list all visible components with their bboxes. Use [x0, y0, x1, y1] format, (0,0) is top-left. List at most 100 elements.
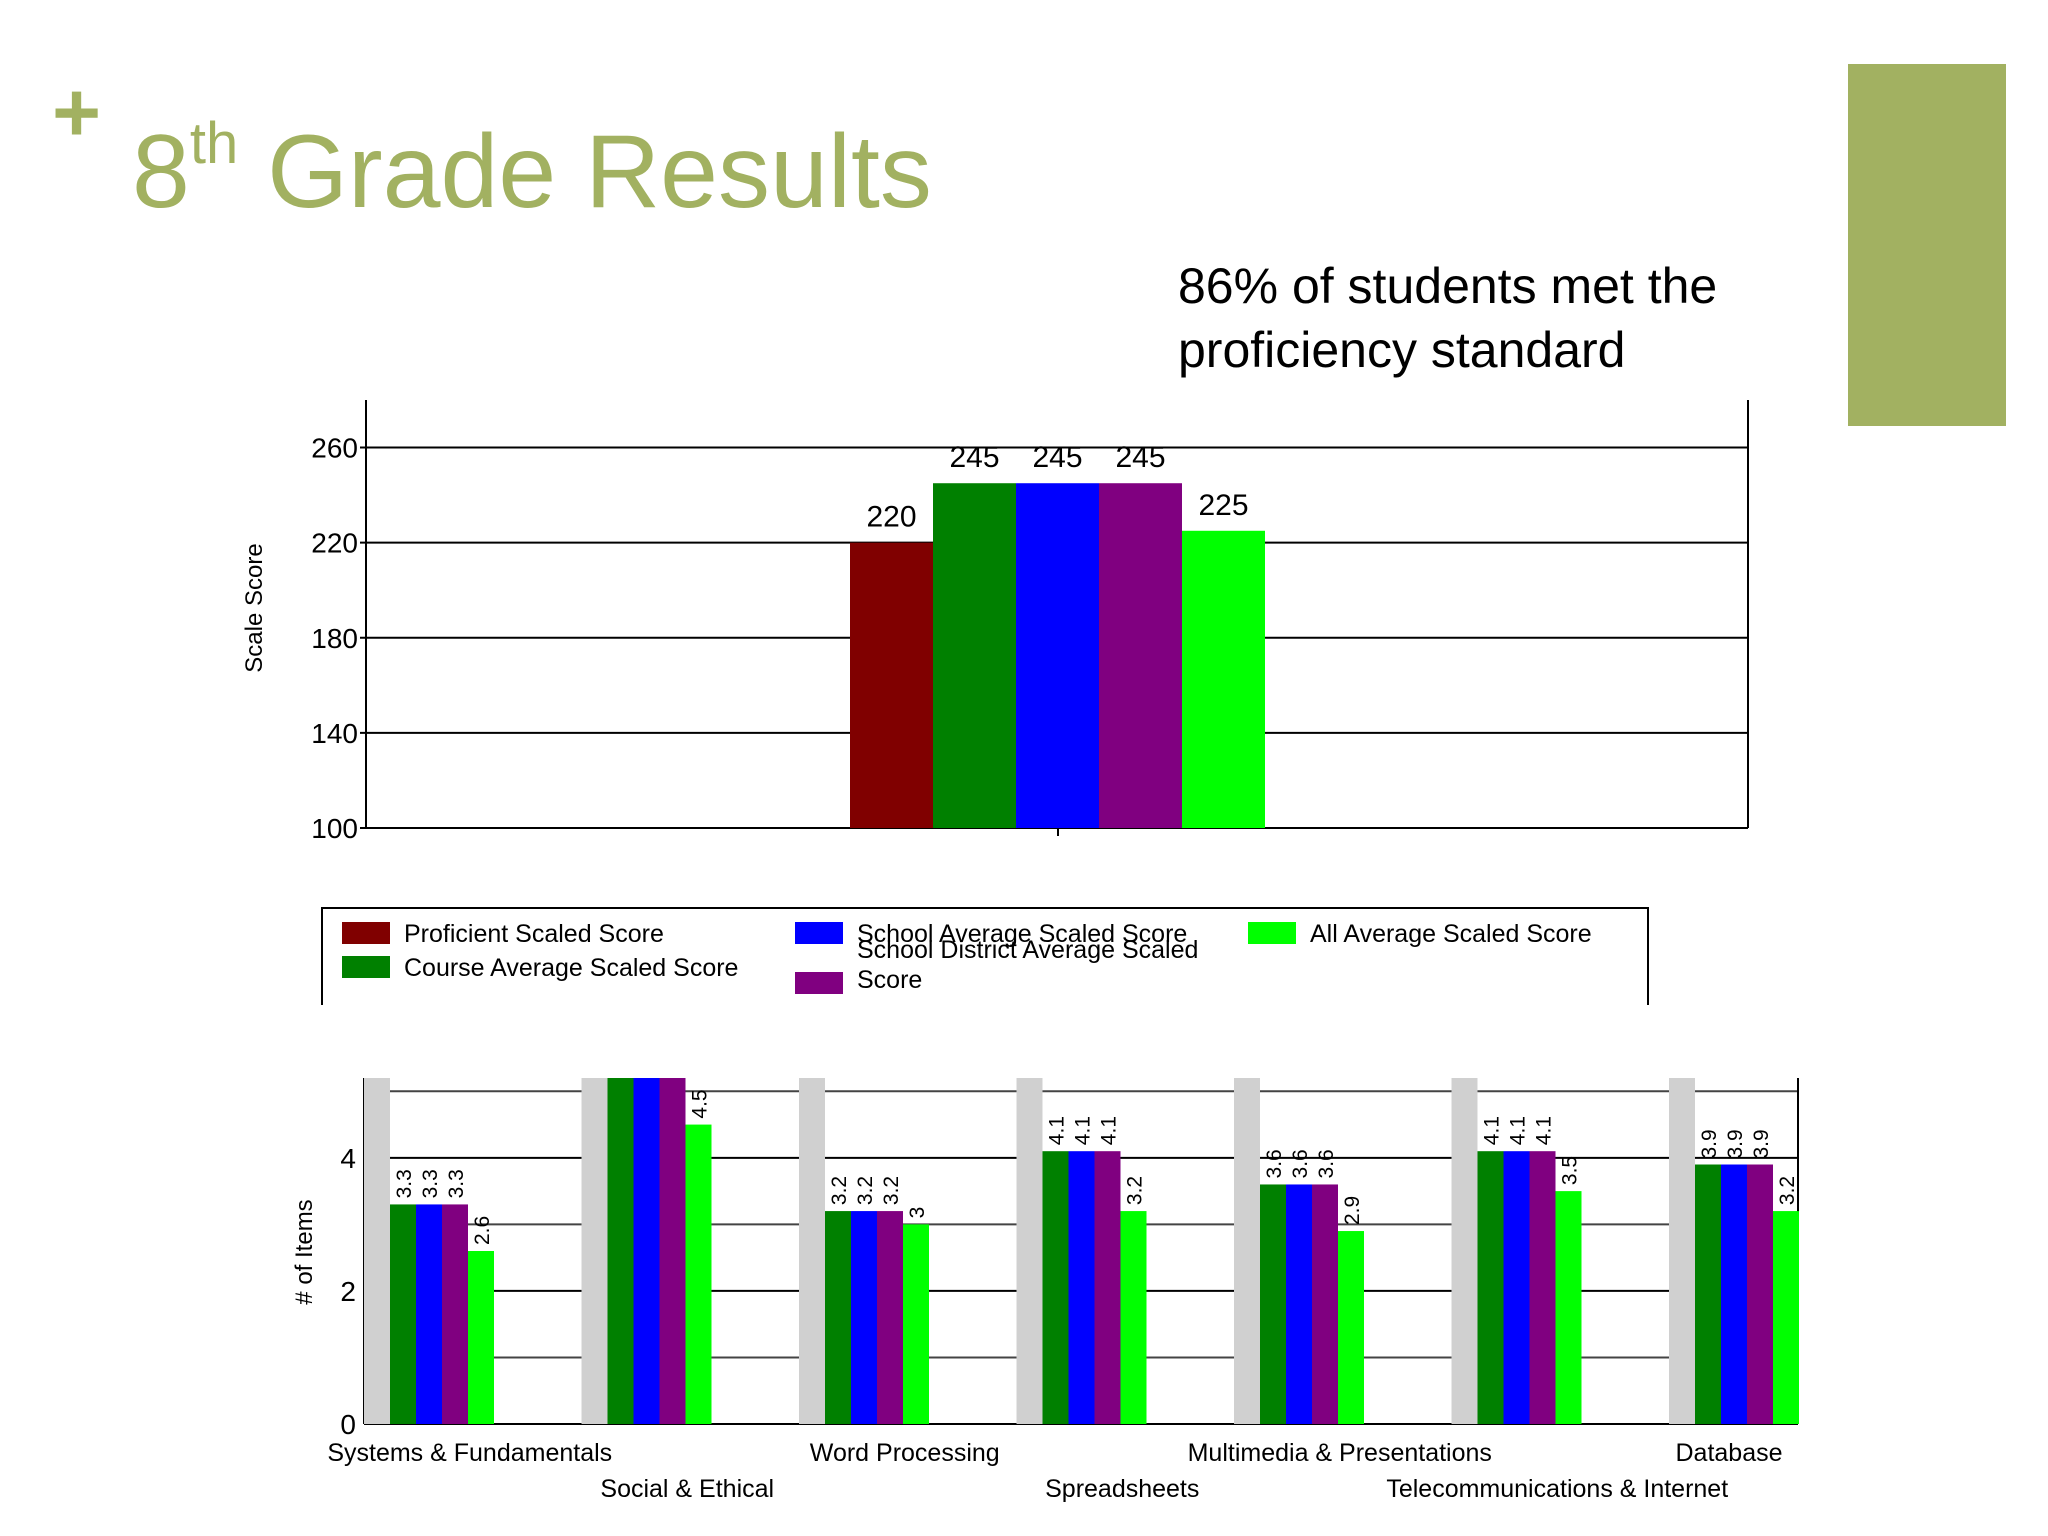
- bar: [1721, 1164, 1747, 1424]
- bar: [1312, 1184, 1338, 1424]
- y-tick-label: 2: [340, 1276, 356, 1307]
- category-label: Multimedia & Presentations: [1188, 1439, 1492, 1467]
- legend-swatch: [342, 922, 390, 944]
- bar: [1260, 1184, 1286, 1424]
- legend-swatch: [342, 956, 390, 978]
- category-label: Telecommunications & Internet: [1386, 1475, 1728, 1503]
- data-label: 245: [949, 441, 999, 474]
- data-label: 3.6: [1289, 1149, 1312, 1178]
- data-label: 4.1: [1072, 1116, 1095, 1145]
- bar: [468, 1251, 494, 1424]
- y-axis-label: # of Items: [291, 1199, 318, 1304]
- data-label: 2.9: [1341, 1196, 1364, 1225]
- data-label: 4.1: [1507, 1116, 1530, 1145]
- bar: [633, 1078, 660, 1424]
- data-label: 4.5: [689, 1089, 712, 1118]
- category-separator: [799, 1078, 825, 1424]
- category-separator: [364, 1078, 390, 1424]
- bar: [416, 1204, 442, 1424]
- y-axis-label: Scale Score: [241, 543, 268, 672]
- data-label: 3.9: [1698, 1129, 1721, 1158]
- bar: [877, 1211, 903, 1424]
- data-label: 220: [866, 501, 916, 534]
- legend-label: All Average Scaled Score: [1310, 920, 1592, 948]
- legend-label: Proficient Scaled Score: [404, 920, 664, 948]
- bar: [1068, 1151, 1095, 1424]
- bar: [933, 483, 1016, 828]
- data-label: 245: [1115, 441, 1165, 474]
- category-label: Spreadsheets: [1045, 1475, 1199, 1503]
- y-tick-label: 260: [311, 433, 358, 464]
- bar: [1099, 483, 1182, 828]
- category-separator: [1234, 1078, 1260, 1424]
- slide-title: 8th Grade Results: [132, 115, 932, 225]
- bar: [1338, 1231, 1364, 1424]
- proficiency-note: 86% of students met the proficiency stan…: [1178, 258, 1718, 378]
- category-label: Word Processing: [810, 1439, 1000, 1467]
- bar: [825, 1211, 851, 1424]
- data-label: 3.9: [1750, 1129, 1773, 1158]
- data-label: 3.3: [445, 1169, 468, 1198]
- y-tick-label: 140: [311, 718, 358, 749]
- data-label: 3.3: [419, 1169, 442, 1198]
- bar: [659, 1078, 686, 1424]
- bar: [850, 542, 933, 828]
- legend-label: School Average Scaled Score: [857, 920, 1187, 948]
- bar: [1773, 1211, 1799, 1424]
- category-label: Database: [1675, 1439, 1782, 1467]
- data-label: 225: [1198, 489, 1248, 522]
- y-tick-label: 220: [311, 528, 358, 559]
- bar: [1016, 483, 1099, 828]
- data-label: 3.6: [1263, 1149, 1286, 1178]
- bar: [1120, 1211, 1147, 1424]
- bar: [1529, 1151, 1556, 1424]
- bar: [607, 1078, 634, 1424]
- data-label: 3.9: [1724, 1129, 1747, 1158]
- data-label: 2.6: [471, 1216, 494, 1245]
- data-label: 245: [1032, 441, 1082, 474]
- bar: [1042, 1151, 1069, 1424]
- bar: [903, 1224, 929, 1424]
- bar: [851, 1211, 877, 1424]
- bar: [442, 1204, 468, 1424]
- bar: [1094, 1151, 1121, 1424]
- legend-swatch: [1248, 922, 1296, 944]
- category-separator: [1016, 1078, 1043, 1424]
- title-text: Grade Results: [267, 114, 932, 230]
- category-separator: [581, 1078, 608, 1424]
- data-label: 4.1: [1481, 1116, 1504, 1145]
- category-separator: [1451, 1078, 1478, 1424]
- bar: [1747, 1164, 1773, 1424]
- bar: [1695, 1164, 1721, 1424]
- data-label: 3.5: [1559, 1156, 1582, 1185]
- bar: [1555, 1191, 1582, 1424]
- legend-label: Course Average Scaled Score: [404, 954, 738, 982]
- data-label: 3.2: [1776, 1176, 1799, 1205]
- bar: [1286, 1184, 1312, 1424]
- legend-box-mask: [321, 1005, 1650, 1025]
- title-superscript: th: [189, 111, 239, 176]
- legend-swatch: [795, 922, 843, 944]
- bar: [1182, 530, 1265, 828]
- title-number: 8: [132, 114, 190, 230]
- y-tick-label: 4: [340, 1143, 356, 1174]
- category-label: Systems & Fundamentals: [327, 1439, 612, 1467]
- y-tick-label: 100: [311, 813, 358, 844]
- y-tick-label: 180: [311, 623, 358, 654]
- data-label: 3.6: [1315, 1149, 1338, 1178]
- bar: [1477, 1151, 1504, 1424]
- data-label: 3.3: [393, 1169, 416, 1198]
- data-label: 4.1: [1533, 1116, 1556, 1145]
- legend-label: School District Average Scaled Score: [857, 936, 1198, 994]
- accent-bar: [1848, 64, 2006, 426]
- y-tick-label: 0: [340, 1409, 356, 1440]
- category-label: Social & Ethical: [600, 1475, 774, 1503]
- data-label: 3.2: [854, 1176, 877, 1205]
- plus-icon: +: [52, 65, 102, 159]
- bar: [390, 1204, 416, 1424]
- data-label: 3.2: [1124, 1176, 1147, 1205]
- data-label: 4.1: [1046, 1116, 1069, 1145]
- legend-swatch: [795, 972, 843, 994]
